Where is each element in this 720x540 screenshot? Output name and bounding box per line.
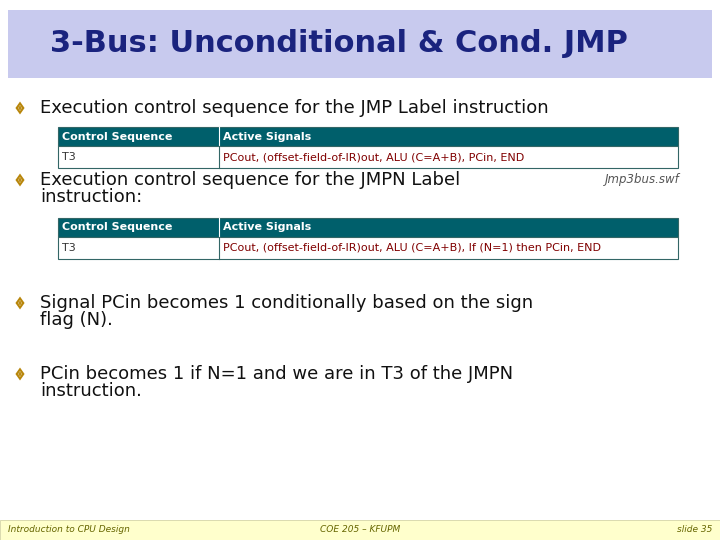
Text: Active Signals: Active Signals [223,222,312,233]
FancyBboxPatch shape [8,10,712,78]
Text: flag (N).: flag (N). [40,311,113,329]
Text: Control Sequence: Control Sequence [62,132,172,141]
FancyBboxPatch shape [58,218,678,237]
Polygon shape [19,301,22,305]
Text: PCout, (offset-field-of-IR)out, ALU (C=A+B), PCin, END: PCout, (offset-field-of-IR)out, ALU (C=A… [223,152,524,162]
Polygon shape [19,372,22,376]
FancyBboxPatch shape [58,237,678,259]
Polygon shape [19,106,22,110]
Text: Active Signals: Active Signals [223,132,312,141]
Text: T3: T3 [62,152,76,162]
Text: T3: T3 [62,243,76,253]
Text: instruction.: instruction. [40,382,142,400]
FancyBboxPatch shape [58,146,678,168]
Text: slide 35: slide 35 [677,525,712,535]
Text: Control Sequence: Control Sequence [62,222,172,233]
Text: 3-Bus: Unconditional & Cond. JMP: 3-Bus: Unconditional & Cond. JMP [50,29,628,57]
FancyBboxPatch shape [0,520,720,540]
Text: instruction:: instruction: [40,188,143,206]
Text: Introduction to CPU Design: Introduction to CPU Design [8,525,130,535]
FancyBboxPatch shape [58,127,678,146]
Text: Execution control sequence for the JMPN Label: Execution control sequence for the JMPN … [40,171,460,189]
Text: PCout, (offset-field-of-IR)out, ALU (C=A+B), If (N=1) then PCin, END: PCout, (offset-field-of-IR)out, ALU (C=A… [223,243,601,253]
Text: Signal PCin becomes 1 conditionally based on the sign: Signal PCin becomes 1 conditionally base… [40,294,533,312]
Text: Jmp3bus.swf: Jmp3bus.swf [605,173,680,186]
Text: PCin becomes 1 if N=1 and we are in T3 of the JMPN: PCin becomes 1 if N=1 and we are in T3 o… [40,365,513,383]
Polygon shape [19,178,22,182]
Text: COE 205 – KFUPM: COE 205 – KFUPM [320,525,400,535]
Text: Execution control sequence for the JMP Label instruction: Execution control sequence for the JMP L… [40,99,549,117]
